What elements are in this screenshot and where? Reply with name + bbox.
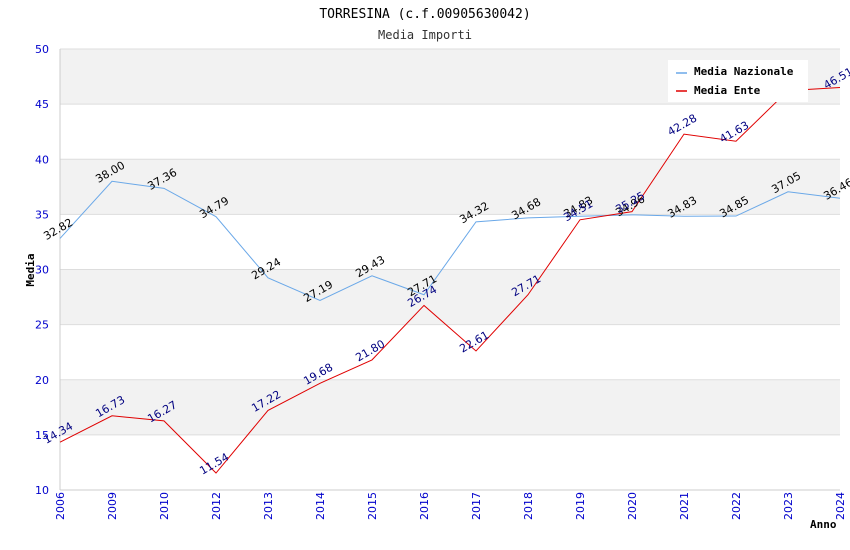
y-tick-label: 50 (35, 43, 49, 56)
series-line-nazionale (59, 180, 841, 302)
x-tick-label: 2016 (418, 492, 431, 520)
y-tick-labels: 10 15 20 25 30 35 40 45 50 (35, 43, 49, 497)
x-tick-label: 2013 (262, 492, 275, 520)
plot-band (60, 269, 840, 325)
x-tick-label: 2020 (626, 492, 639, 520)
plot-band (60, 379, 840, 435)
x-tick-label: 2019 (574, 492, 587, 520)
x-tick-label: 2023 (782, 492, 795, 520)
y-axis-title: Media (24, 253, 37, 286)
chart-title: TORRESINA (c.f.00905630042) (319, 7, 530, 22)
legend-label-naz: Media Nazionale (694, 65, 794, 78)
x-tick-label: 2021 (678, 492, 691, 520)
x-tick-label: 2022 (730, 492, 743, 520)
y-tick-label: 10 (35, 484, 49, 497)
legend-label-ente: Media Ente (694, 84, 761, 97)
y-tick-label: 35 (35, 208, 49, 221)
x-tick-label: 2015 (366, 492, 379, 520)
plot-band (60, 324, 840, 380)
chart-subtitle: Media Importi (378, 28, 472, 42)
x-tick-label: 2010 (158, 492, 171, 520)
legend: Media Nazionale Media Ente (668, 60, 808, 102)
y-tick-label: 45 (35, 98, 49, 111)
plot-band (60, 214, 840, 270)
x-tick-label: 2009 (106, 492, 119, 520)
plot-band (60, 104, 840, 160)
series-lines (59, 86, 841, 474)
legend-box (668, 60, 808, 102)
series-line-ente (59, 86, 841, 474)
y-tick-label: 40 (35, 153, 49, 166)
x-tick-labels: 2006 2009 2010 2012 2013 2014 2015 2016 2017 2018… (54, 492, 847, 520)
y-tick-label: 15 (35, 429, 49, 442)
x-tick-label: 2017 (470, 492, 483, 520)
y-tick-label: 30 (35, 264, 49, 277)
plot-background-bands (60, 49, 840, 490)
x-tick-label: 2018 (522, 492, 535, 520)
plot-band (60, 159, 840, 215)
y-tick-label: 20 (35, 374, 49, 387)
x-tick-label: 2012 (210, 492, 223, 520)
x-axis-title: Anno (810, 518, 837, 531)
x-tick-label: 2006 (54, 492, 67, 520)
plot-band (60, 434, 840, 490)
y-tick-label: 25 (35, 319, 49, 332)
x-tick-label: 2014 (314, 492, 327, 520)
x-tick-label: 2024 (834, 492, 847, 520)
